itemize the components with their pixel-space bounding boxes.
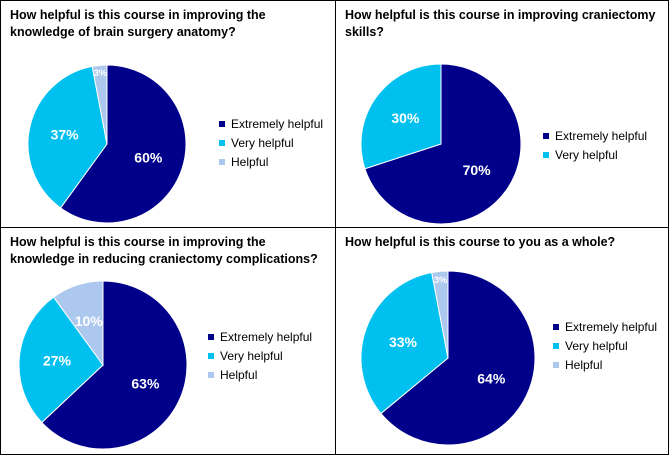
data-label-very-helpful: 30% <box>391 110 420 126</box>
legend-item-very-helpful: Very helpful <box>208 346 312 365</box>
legend-label: Very helpful <box>555 147 618 162</box>
legend-swatch <box>543 151 549 158</box>
data-label-extremely-helpful: 70% <box>463 162 492 178</box>
legend-swatch <box>219 139 225 146</box>
pie-slice-helpful <box>52 280 104 367</box>
chart-panel-complications: How helpful is this course in improving … <box>0 227 336 455</box>
data-label-extremely-helpful: 64% <box>477 370 506 386</box>
chart-legend: Extremely helpful Very helpful Helpful <box>219 114 323 171</box>
legend-label: Very helpful <box>220 348 283 363</box>
data-label-very-helpful: 37% <box>51 127 80 143</box>
legend-item-helpful: Helpful <box>553 355 657 374</box>
data-label-helpful: 3% <box>94 68 107 78</box>
legend-swatch <box>208 333 214 340</box>
pie-slice-helpful <box>431 270 449 359</box>
pie-slice-very-helpful <box>18 296 104 424</box>
legend-item-extremely-helpful: Extremely helpful <box>208 327 312 346</box>
chart-title: How helpful is this course in improving … <box>345 8 656 39</box>
legend-swatch <box>219 120 225 127</box>
legend-label: Helpful <box>220 367 258 382</box>
legend-item-very-helpful: Very helpful <box>219 133 323 152</box>
legend-label: Extremely helpful <box>555 128 648 143</box>
data-label-helpful: 10% <box>75 313 104 329</box>
legend-swatch <box>543 132 549 139</box>
legend-item-very-helpful: Very helpful <box>553 336 657 355</box>
chart-legend: Extremely helpful Very helpful Helpful <box>208 327 312 384</box>
legend-item-helpful: Helpful <box>208 365 312 384</box>
data-label-extremely-helpful: 60% <box>134 149 163 165</box>
legend-label: Very helpful <box>565 338 628 353</box>
pie-slice-extremely-helpful <box>380 270 536 446</box>
pie-slice-very-helpful <box>27 65 108 209</box>
legend-label: Extremely helpful <box>231 116 324 131</box>
chart-title: How helpful is this course in improving … <box>10 235 318 266</box>
legend-label: Very helpful <box>231 135 294 150</box>
legend-label: Extremely helpful <box>565 319 658 334</box>
chart-panel-whole: How helpful is this course to you as a w… <box>335 227 669 455</box>
pie-chart-complications: 63% 27% 10% <box>18 280 188 450</box>
pie-chart-whole: 64% 33% 3% <box>360 270 536 446</box>
pie-chart-skills: 70% 30% <box>360 63 522 225</box>
data-label-extremely-helpful: 63% <box>131 375 160 391</box>
chart-legend: Extremely helpful Very helpful <box>543 126 647 164</box>
chart-panel-anatomy: How helpful is this course in improving … <box>0 0 336 228</box>
data-label-very-helpful: 27% <box>43 353 72 369</box>
legend-label: Helpful <box>565 357 603 372</box>
legend-swatch <box>553 361 559 368</box>
legend-item-extremely-helpful: Extremely helpful <box>543 126 647 145</box>
legend-label: Extremely helpful <box>220 329 313 344</box>
pie-slice-extremely-helpful <box>41 280 188 450</box>
data-label-helpful: 3% <box>434 275 447 285</box>
data-label-very-helpful: 33% <box>389 334 418 350</box>
chart-title: How helpful is this course to you as a w… <box>345 235 616 249</box>
legend-swatch <box>553 342 559 349</box>
pie-slice-very-helpful <box>360 63 442 170</box>
chart-panel-skills: How helpful is this course in improving … <box>335 0 669 228</box>
legend-item-extremely-helpful: Extremely helpful <box>553 317 657 336</box>
pie-slice-helpful <box>91 64 108 145</box>
legend-label: Helpful <box>231 154 269 169</box>
legend-item-extremely-helpful: Extremely helpful <box>219 114 323 133</box>
pie-chart-anatomy: 60% 37% 3% <box>27 64 187 224</box>
pie-slice-extremely-helpful <box>59 64 187 224</box>
chart-title: How helpful is this course in improving … <box>10 8 266 39</box>
legend-swatch <box>208 371 214 378</box>
pie-slice-extremely-helpful <box>364 63 522 225</box>
legend-item-very-helpful: Very helpful <box>543 145 647 164</box>
pie-slice-very-helpful <box>360 271 449 415</box>
legend-item-helpful: Helpful <box>219 152 323 171</box>
legend-swatch <box>553 323 559 330</box>
chart-legend: Extremely helpful Very helpful Helpful <box>553 317 657 374</box>
legend-swatch <box>208 352 214 359</box>
legend-swatch <box>219 158 225 165</box>
